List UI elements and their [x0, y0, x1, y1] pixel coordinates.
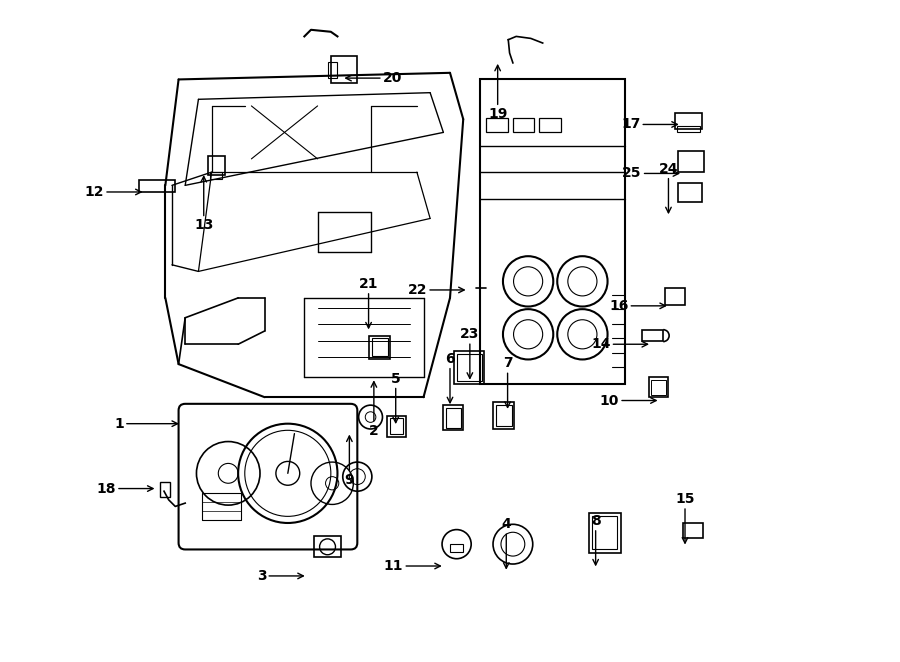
Bar: [369, 336, 391, 359]
Text: 1: 1: [114, 416, 124, 431]
Text: 17: 17: [621, 117, 640, 132]
Bar: [456, 354, 482, 381]
Bar: [496, 405, 511, 426]
Bar: [652, 380, 666, 395]
Bar: [589, 513, 621, 553]
Text: 11: 11: [383, 559, 403, 573]
Bar: [513, 118, 534, 132]
Bar: [454, 351, 484, 384]
Bar: [480, 79, 626, 384]
Bar: [679, 151, 704, 172]
Bar: [493, 402, 514, 429]
Text: 2: 2: [369, 424, 379, 438]
Text: 24: 24: [659, 162, 679, 176]
Text: 3: 3: [256, 569, 266, 583]
Bar: [139, 180, 176, 192]
Text: 8: 8: [590, 514, 600, 528]
Bar: [486, 118, 508, 132]
Bar: [209, 156, 225, 175]
Text: 14: 14: [591, 337, 610, 352]
Text: 16: 16: [609, 299, 628, 313]
Text: 5: 5: [391, 371, 401, 385]
Bar: [446, 408, 461, 428]
Bar: [331, 56, 357, 83]
Bar: [539, 118, 561, 132]
Text: 6: 6: [446, 352, 454, 366]
Bar: [592, 516, 617, 549]
Bar: [450, 544, 464, 552]
Text: 20: 20: [382, 71, 402, 85]
Bar: [642, 330, 663, 341]
Text: 21: 21: [359, 277, 378, 291]
Bar: [202, 493, 241, 520]
Bar: [372, 338, 388, 356]
Bar: [160, 482, 170, 496]
Bar: [314, 536, 341, 557]
Bar: [677, 126, 699, 132]
Bar: [211, 172, 222, 179]
Bar: [675, 113, 702, 129]
Bar: [679, 183, 702, 202]
Text: 13: 13: [194, 218, 213, 232]
Text: 4: 4: [501, 517, 511, 531]
Bar: [444, 405, 464, 430]
Text: 25: 25: [622, 166, 642, 181]
Text: 9: 9: [345, 473, 355, 487]
Text: 7: 7: [503, 356, 512, 371]
Bar: [649, 377, 669, 397]
Bar: [665, 288, 685, 305]
Text: 15: 15: [675, 492, 695, 506]
Text: 10: 10: [599, 393, 619, 408]
Text: 12: 12: [85, 185, 104, 199]
Text: 18: 18: [96, 481, 116, 496]
Bar: [328, 62, 338, 78]
Text: 23: 23: [460, 327, 480, 342]
Bar: [387, 416, 406, 437]
Text: 22: 22: [408, 283, 427, 297]
Bar: [390, 418, 403, 434]
Bar: [683, 523, 703, 538]
FancyBboxPatch shape: [178, 404, 357, 549]
Text: 19: 19: [488, 107, 508, 121]
